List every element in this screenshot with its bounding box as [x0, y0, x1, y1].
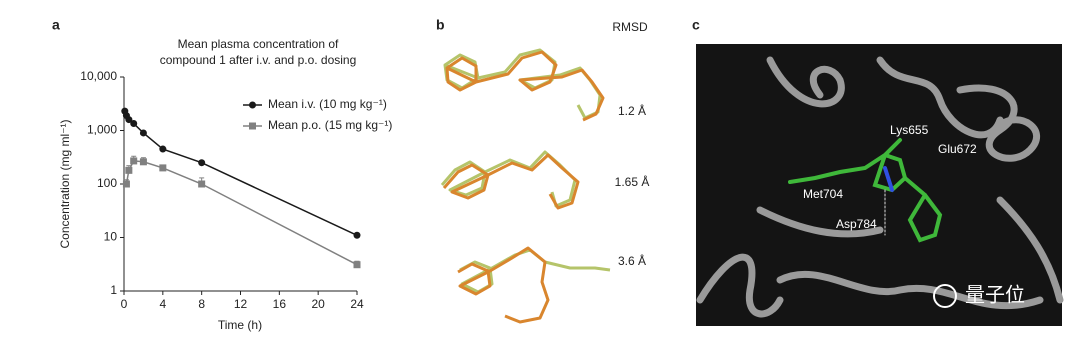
legend-label: Mean p.o. (15 mg kg⁻¹) — [268, 118, 392, 132]
data-point — [139, 158, 147, 166]
x-axis-label: Time (h) — [218, 318, 262, 332]
y-tick-label: 1,000 — [87, 123, 117, 137]
x-tick-label: 20 — [311, 297, 325, 311]
panel-label: b — [436, 17, 445, 33]
molecule-overlays — [440, 48, 611, 324]
x-tick-label: 24 — [350, 297, 364, 311]
data-point — [159, 164, 167, 172]
watermark-icon — [933, 284, 957, 308]
data-point — [125, 166, 133, 174]
protein-ribbons — [696, 56, 1064, 318]
data-point — [353, 261, 361, 269]
watermark: 量子位 — [965, 283, 1025, 306]
y-tick-label: 10 — [104, 230, 118, 244]
data-point — [125, 116, 133, 124]
x-tick-label: 8 — [198, 297, 205, 311]
legend-marker — [249, 101, 256, 109]
rmsd-value: 1.65 Å — [615, 174, 650, 189]
residue-label: Lys655 — [890, 123, 929, 137]
ligand — [788, 138, 943, 243]
y-tick-label: 10,000 — [80, 69, 117, 83]
data-point — [159, 145, 167, 153]
data-point — [198, 180, 206, 188]
y-tick-label: 100 — [97, 176, 117, 190]
data-point — [139, 129, 147, 137]
data-point — [198, 159, 206, 167]
chart-title: Mean plasma concentration of — [178, 37, 339, 51]
data-point — [122, 180, 130, 188]
panel-label: a — [52, 17, 60, 33]
data-point — [130, 120, 138, 128]
rmsd-value: 3.6 Å — [618, 253, 646, 268]
x-tick-label: 4 — [159, 297, 166, 311]
x-tick-label: 12 — [234, 297, 248, 311]
legend-marker — [249, 122, 256, 130]
series-line — [125, 160, 358, 266]
y-tick-label: 1 — [110, 283, 117, 297]
legend-label: Mean i.v. (10 mg kg⁻¹) — [268, 97, 387, 111]
y-axis-label: Concentration (mg ml⁻¹) — [58, 119, 72, 248]
residue-label: Met704 — [803, 187, 843, 201]
column-header: RMSD — [612, 20, 648, 34]
residue-label: Glu672 — [938, 142, 977, 156]
panel-label: c — [692, 17, 700, 33]
x-tick-label: 16 — [273, 297, 287, 311]
chart-title: compound 1 after i.v. and p.o. dosing — [160, 53, 357, 67]
data-point — [353, 231, 361, 239]
rmsd-value: 1.2 Å — [618, 103, 646, 118]
residue-label: Asp784 — [836, 217, 877, 231]
data-point — [130, 157, 138, 165]
x-tick-label: 0 — [121, 297, 128, 311]
